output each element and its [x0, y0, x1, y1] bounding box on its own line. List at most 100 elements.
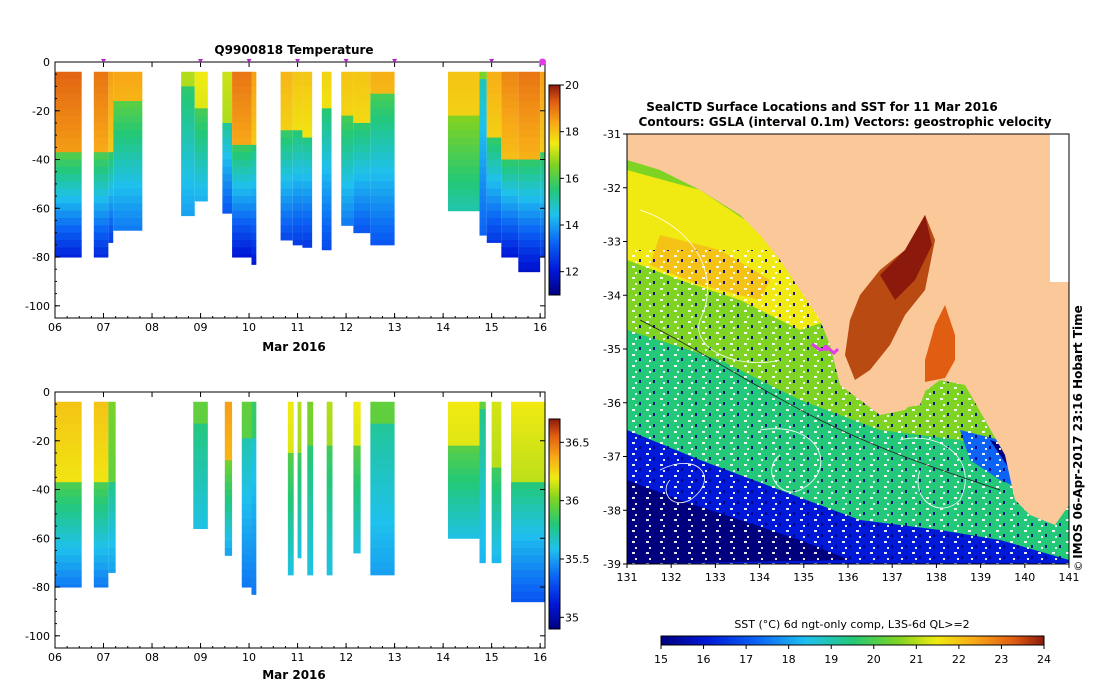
- profile-cell: [501, 232, 519, 241]
- profile-cell: [232, 93, 252, 102]
- profile-cell: [93, 188, 109, 197]
- profile-cell: [194, 108, 208, 117]
- profile-cell: [193, 401, 208, 410]
- colorbar-tick-label: 18: [565, 126, 579, 139]
- profile-cell: [108, 144, 114, 153]
- profile-cell: [302, 239, 313, 248]
- profile-cell: [326, 518, 333, 527]
- profile-cell: [540, 86, 545, 95]
- profile-cell: [193, 460, 208, 469]
- profile-cell: [280, 86, 293, 95]
- profile-cell: [93, 71, 109, 80]
- profile-cell: [511, 496, 545, 505]
- y-tick-label: -60: [32, 532, 50, 545]
- profile-cell: [55, 518, 82, 527]
- profile-cell: [93, 115, 109, 124]
- profile-cell: [491, 431, 502, 439]
- profile-cell: [222, 115, 233, 124]
- profile-cell: [93, 218, 109, 226]
- temperature-profiles: [55, 71, 545, 273]
- profile-cell: [321, 210, 332, 219]
- profile-cell: [486, 196, 502, 204]
- profile-cell: [232, 188, 252, 197]
- profile-cell: [321, 239, 332, 248]
- profile-cell: [491, 526, 502, 534]
- profile-cell: [108, 101, 114, 109]
- profile-cell: [479, 511, 486, 520]
- profile-cell: [292, 203, 303, 212]
- profile-cell: [353, 174, 371, 182]
- profile-cell: [224, 511, 233, 520]
- profile-cell: [518, 137, 541, 146]
- profile-cell: [321, 247, 332, 251]
- profile-cell: [108, 218, 114, 226]
- profile-cell: [224, 526, 233, 534]
- profile-cell: [307, 460, 314, 469]
- profile-cell: [370, 181, 395, 190]
- profile-cell: [353, 122, 371, 131]
- profile-cell: [540, 108, 545, 117]
- profile-cell: [224, 401, 233, 410]
- profile-cell: [321, 232, 332, 241]
- profile-cell: [511, 452, 545, 461]
- profile-cell: [501, 122, 519, 131]
- y-tick-label: -100: [25, 300, 50, 313]
- profile-cell: [341, 144, 354, 153]
- profile-cell: [326, 511, 333, 520]
- profile-cell: [108, 474, 116, 483]
- profile-cell: [511, 482, 545, 491]
- profile-marker: [246, 59, 252, 63]
- profile-marker: [101, 59, 107, 63]
- profile-cell: [194, 79, 208, 87]
- profile-cell: [321, 86, 332, 95]
- profile-cell: [307, 569, 314, 576]
- profile-cell: [302, 108, 313, 117]
- profile-cell: [501, 159, 519, 168]
- profile-cell: [540, 174, 545, 182]
- profile-cell: [353, 144, 371, 153]
- gsla-contour-3: [759, 428, 822, 493]
- profile-cell: [251, 533, 257, 542]
- profile-cell: [486, 79, 502, 87]
- profile-cell: [540, 137, 545, 146]
- profile-cell: [540, 101, 545, 109]
- profile-cell: [193, 474, 208, 483]
- profile-cell: [251, 115, 257, 124]
- profile-cell: [181, 71, 195, 80]
- profile-cell: [93, 526, 109, 534]
- profile-cell: [55, 159, 82, 168]
- profile-cell: [511, 467, 545, 476]
- profile-cell: [479, 438, 486, 447]
- lon-tick-label: 132: [661, 571, 682, 584]
- profile-cell: [287, 401, 294, 410]
- profile-cell: [479, 533, 486, 542]
- profile-cell: [511, 511, 545, 520]
- profile-11: [353, 401, 361, 554]
- profile-cell: [479, 122, 487, 131]
- profile-cell: [108, 159, 114, 168]
- profile-cell: [108, 108, 114, 117]
- profile-cell: [479, 225, 487, 234]
- profile-cell: [108, 93, 114, 102]
- profile-cell: [321, 93, 332, 102]
- profile-cell: [370, 423, 395, 432]
- profile-cell: [93, 431, 109, 439]
- profile-cell: [55, 181, 82, 190]
- profile-cell: [479, 144, 487, 153]
- profile-cell: [447, 489, 480, 498]
- profile-cell: [479, 460, 486, 469]
- profile-cell: [447, 166, 480, 175]
- profile-cell: [232, 196, 252, 204]
- profile-cell: [353, 533, 361, 542]
- profile-cell: [447, 460, 480, 469]
- profile-cell: [287, 416, 294, 425]
- temperature-plot-frame: [54, 61, 546, 319]
- profile-cell: [370, 540, 395, 549]
- profile-cell: [292, 71, 303, 80]
- profile-cell: [241, 504, 252, 512]
- profile-cell: [447, 130, 480, 139]
- profile-cell: [518, 159, 541, 168]
- profile-cell: [491, 445, 502, 454]
- profile-cell: [181, 159, 195, 168]
- profile-cell: [447, 152, 480, 161]
